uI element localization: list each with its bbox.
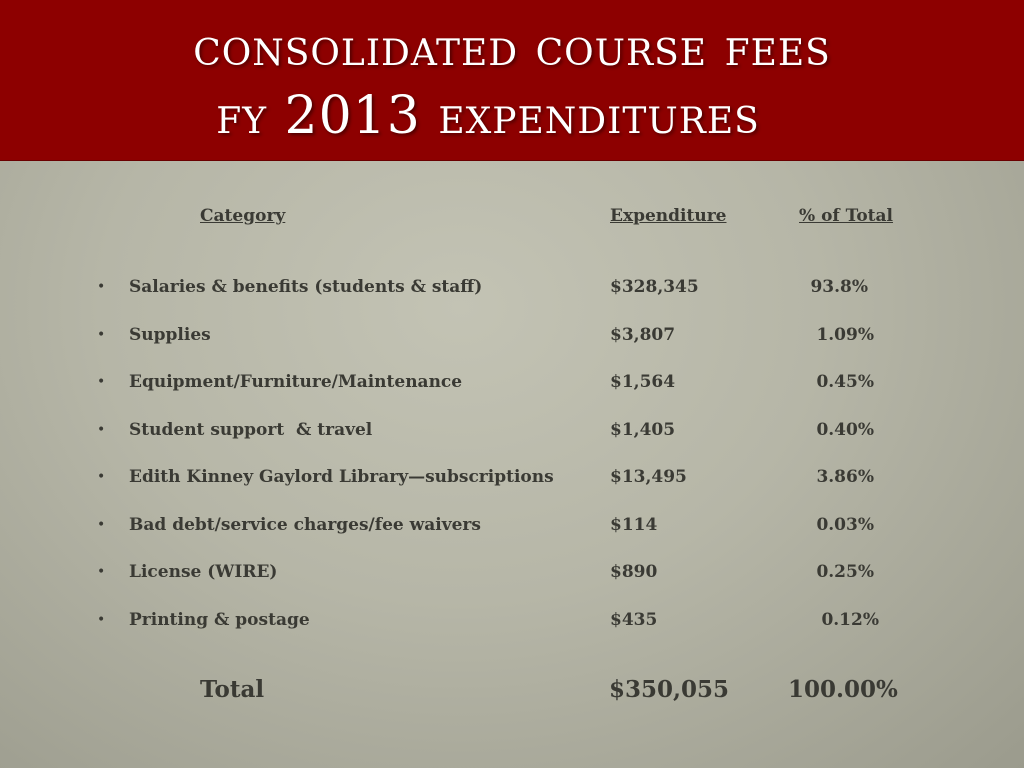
- bullet-icon: •: [97, 374, 106, 390]
- bullet-icon: •: [97, 327, 106, 343]
- table-row: • Edith Kinney Gaylord Library—subscript…: [0, 467, 1024, 491]
- column-header-category: Category: [200, 206, 286, 226]
- bullet-icon: •: [97, 612, 106, 628]
- row-category: Printing & postage: [129, 610, 310, 630]
- slide-title-line-1: Consolidated Course Fees: [193, 18, 831, 78]
- total-percent: 100.00%: [788, 676, 898, 703]
- row-expenditure: $114: [610, 515, 658, 535]
- row-percent: 0.45%: [816, 372, 874, 392]
- table-row: • Equipment/Furniture/Maintenance $1,564…: [0, 372, 1024, 396]
- table-row: • Student support & travel $1,405 0.40%: [0, 420, 1024, 444]
- row-category: Bad debt/service charges/fee waivers: [129, 515, 481, 535]
- row-percent: 0.40%: [816, 420, 874, 440]
- row-percent: 93.8%: [810, 277, 868, 297]
- slide-title-line-2: FY 2013 Expenditures: [216, 86, 760, 146]
- row-percent: 1.09%: [816, 325, 874, 345]
- row-category: Supplies: [129, 325, 211, 345]
- table-row: • License (WIRE) $890 0.25%: [0, 562, 1024, 586]
- bullet-icon: •: [97, 422, 106, 438]
- row-percent: 0.12%: [821, 610, 879, 630]
- bullet-icon: •: [97, 517, 106, 533]
- table-row: • Bad debt/service charges/fee waivers $…: [0, 515, 1024, 539]
- row-expenditure: $435: [610, 610, 658, 630]
- row-percent: 3.86%: [816, 467, 874, 487]
- title-banner: Consolidated Course Fees FY 2013 Expendi…: [0, 0, 1024, 161]
- bullet-icon: •: [97, 469, 106, 485]
- row-expenditure: $1,564: [610, 372, 676, 392]
- row-category: Equipment/Furniture/Maintenance: [129, 372, 463, 392]
- row-category: License (WIRE): [129, 562, 278, 582]
- row-expenditure: $3,807: [610, 325, 676, 345]
- table-row: • Supplies $3,807 1.09%: [0, 325, 1024, 349]
- row-category: Salaries & benefits (students & staff): [129, 277, 483, 297]
- row-category: Student support & travel: [129, 420, 373, 440]
- row-expenditure: $890: [610, 562, 658, 582]
- row-category: Edith Kinney Gaylord Library—subscriptio…: [129, 467, 554, 487]
- total-label: Total: [200, 676, 265, 703]
- bullet-icon: •: [97, 279, 106, 295]
- row-expenditure: $13,495: [610, 467, 687, 487]
- row-expenditure: $328,345: [610, 277, 699, 297]
- row-percent: 0.03%: [816, 515, 874, 535]
- row-expenditure: $1,405: [610, 420, 676, 440]
- bullet-icon: •: [97, 564, 106, 580]
- column-header-expenditure: Expenditure: [610, 206, 727, 226]
- total-expenditure: $350,055: [609, 676, 730, 703]
- row-percent: 0.25%: [816, 562, 874, 582]
- column-header-percent: % of Total: [799, 206, 894, 226]
- table-row: • Salaries & benefits (students & staff)…: [0, 277, 1024, 301]
- table-row: • Printing & postage $435 0.12%: [0, 610, 1024, 634]
